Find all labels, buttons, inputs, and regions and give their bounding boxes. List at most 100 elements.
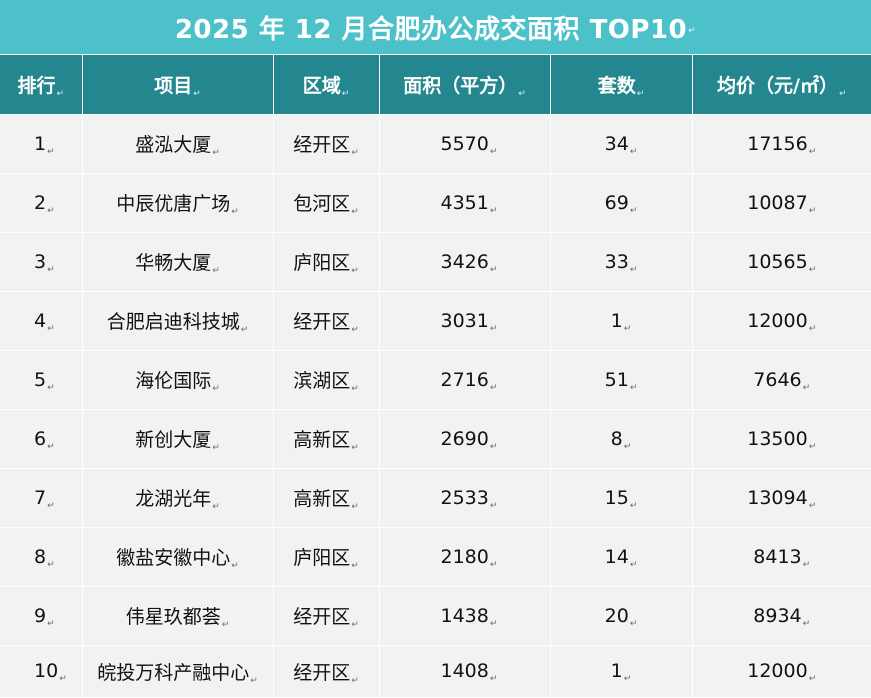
cell-area-text: 2716: [440, 368, 489, 391]
cell-area: 4351↵: [379, 173, 551, 233]
cell-area: 3031↵: [379, 291, 551, 351]
paragraph-mark-icon: ↵: [47, 559, 55, 570]
cell-avg-price-text: 10087: [747, 191, 808, 214]
paragraph-mark-icon: ↵: [212, 266, 220, 276]
cell-rank: 6↵: [0, 409, 83, 469]
table-row: 5↵ 海伦国际↵ 滨湖区↵ 2716↵ 51↵ 7646↵: [0, 350, 871, 410]
cell-avg-price-text: 12000: [747, 660, 808, 682]
paragraph-mark-icon: ↵: [231, 207, 239, 217]
paragraph-mark-icon: ↵: [351, 148, 359, 158]
paragraph-mark-icon: ↵: [47, 146, 55, 157]
paragraph-mark-icon: ↵: [47, 500, 55, 511]
cell-project-text: 皖投万科产融中心: [97, 661, 250, 684]
paragraph-mark-icon: ↵: [59, 674, 67, 684]
cell-district: 高新区↵: [273, 409, 380, 469]
cell-area: 2690↵: [379, 409, 551, 469]
paragraph-mark-icon: ↵: [629, 382, 638, 393]
cell-avg-price: 8413↵: [692, 527, 871, 587]
cell-district-text: 高新区: [293, 488, 351, 510]
paragraph-mark-icon: ↵: [341, 88, 350, 99]
cell-area-text: 3426: [440, 250, 489, 273]
cell-rank: 7↵: [0, 468, 83, 528]
paragraph-mark-icon: ↵: [47, 382, 55, 393]
cell-district-text: 滨湖区: [293, 370, 351, 392]
cell-area-text: 2690: [440, 427, 489, 450]
cell-district: 经开区↵: [273, 291, 380, 351]
paragraph-mark-icon: ↵: [808, 674, 817, 684]
cell-rank: 8↵: [0, 527, 83, 587]
paragraph-mark-icon: ↵: [629, 559, 638, 570]
cell-district: 经开区↵: [273, 114, 380, 174]
table-row: 7↵ 龙湖光年↵ 高新区↵ 2533↵ 15↵ 13094↵: [0, 468, 871, 528]
paragraph-mark-icon: ↵: [47, 618, 55, 629]
cell-avg-price-text: 10565: [747, 250, 808, 273]
cell-district-text: 经开区: [293, 311, 351, 333]
paragraph-mark-icon: ↵: [802, 618, 811, 629]
cell-units: 20↵: [550, 586, 693, 646]
cell-area: 2180↵: [379, 527, 551, 587]
table-row: 6↵ 新创大厦↵ 高新区↵ 2690↵ 8↵ 13500↵: [0, 409, 871, 469]
paragraph-mark-icon: ↵: [489, 323, 498, 334]
cell-rank: 9↵: [0, 586, 83, 646]
paragraph-mark-icon: ↵: [47, 441, 55, 452]
cell-project: 新创大厦↵: [82, 409, 274, 469]
cell-units-text: 15: [604, 486, 629, 509]
paragraph-mark-icon: ↵: [351, 675, 359, 686]
cell-district: 高新区↵: [273, 468, 380, 528]
cell-project: 中辰优唐广场↵: [82, 173, 274, 233]
cell-rank-text: 10: [34, 660, 59, 682]
paragraph-mark-icon: ↵: [351, 266, 359, 276]
header-row: 排行↵ 项目↵ 区域↵ 面积（平方）↵ 套数↵ 均价（元/㎡）↵: [0, 55, 871, 115]
cell-project-text: 华畅大厦: [135, 252, 212, 274]
table-row: 2↵ 中辰优唐广场↵ 包河区↵ 4351↵ 69↵ 10087↵: [0, 173, 871, 233]
paragraph-mark-icon: ↵: [518, 88, 526, 99]
cell-units-text: 69: [604, 191, 629, 214]
cell-avg-price-text: 7646: [753, 368, 802, 391]
cell-district: 庐阳区↵: [273, 527, 380, 587]
paragraph-mark-icon: ↵: [629, 146, 638, 157]
cell-rank-text: 3: [34, 250, 47, 273]
cell-area-text: 2533: [440, 486, 489, 509]
paragraph-mark-icon: ↵: [193, 88, 201, 99]
cell-district-text: 经开区: [293, 134, 351, 156]
cell-rank: 1↵: [0, 114, 83, 174]
paragraph-mark-icon: ↵: [489, 618, 498, 629]
cell-avg-price: 12000↵: [692, 645, 871, 698]
cell-rank: 5↵: [0, 350, 83, 410]
cell-avg-price-text: 8413: [753, 545, 802, 568]
cell-area: 3426↵: [379, 232, 551, 292]
column-header-avg-price: 均价（元/㎡）↵: [692, 55, 871, 115]
paragraph-mark-icon: ↵: [212, 502, 220, 512]
paragraph-mark-icon: ↵: [802, 382, 811, 393]
cell-units-text: 33: [604, 250, 629, 273]
cell-area-text: 3031: [440, 309, 489, 332]
cell-units-text: 14: [604, 545, 629, 568]
cell-rank-text: 5: [34, 368, 47, 391]
paragraph-mark-icon: ↵: [629, 205, 638, 216]
cell-units: 1↵: [550, 291, 693, 351]
paragraph-mark-icon: ↵: [489, 264, 498, 275]
paragraph-mark-icon: ↵: [808, 500, 817, 511]
column-header-area: 面积（平方）↵: [379, 55, 551, 115]
cell-district: 经开区↵: [273, 586, 380, 646]
cell-project-text: 龙湖光年: [135, 488, 212, 510]
column-header-units: 套数↵: [550, 55, 693, 115]
paragraph-mark-icon: ↵: [808, 264, 817, 275]
cell-area: 2533↵: [379, 468, 551, 528]
cell-units: 34↵: [550, 114, 693, 174]
paragraph-mark-icon: ↵: [808, 441, 817, 452]
cell-units-text: 34: [604, 132, 629, 155]
paragraph-mark-icon: ↵: [802, 559, 811, 570]
cell-project-text: 盛泓大厦: [135, 134, 212, 156]
paragraph-mark-icon: ↵: [351, 502, 359, 512]
paragraph-mark-icon: ↵: [838, 88, 847, 99]
cell-avg-price: 12000↵: [692, 291, 871, 351]
cell-project: 龙湖光年↵: [82, 468, 274, 528]
paragraph-mark-icon: ↵: [212, 443, 220, 453]
paragraph-mark-icon: ↵: [623, 323, 632, 334]
cell-project: 海伦国际↵: [82, 350, 274, 410]
paragraph-mark-icon: ↵: [688, 26, 697, 36]
paragraph-mark-icon: ↵: [629, 618, 638, 629]
cell-units-text: 20: [604, 604, 629, 627]
cell-avg-price-text: 8934: [753, 604, 802, 627]
